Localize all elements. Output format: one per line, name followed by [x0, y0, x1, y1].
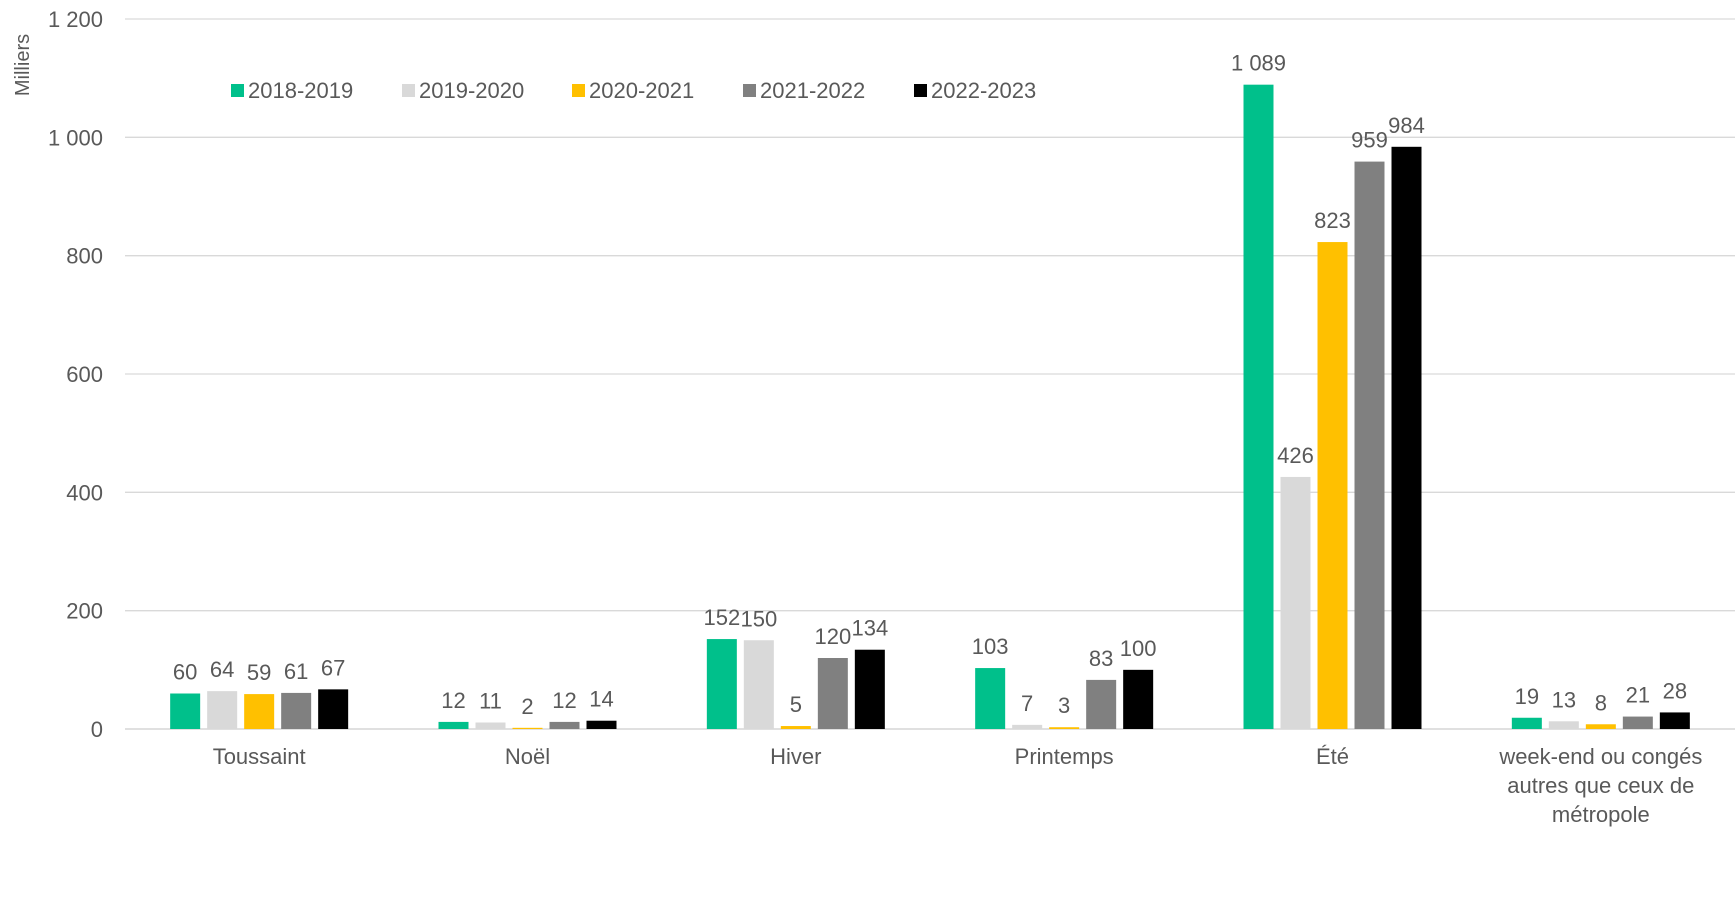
data-label: 83	[1089, 646, 1113, 671]
bar	[780, 726, 811, 729]
x-category-label: métropole	[1552, 802, 1650, 827]
bar	[1391, 146, 1422, 730]
data-label: 28	[1663, 678, 1687, 703]
data-label: 103	[972, 634, 1009, 659]
x-category-label: Hiver	[770, 744, 821, 769]
legend-swatch	[231, 84, 244, 97]
data-label: 2	[521, 694, 533, 719]
data-label: 8	[1595, 690, 1607, 715]
data-label: 61	[284, 659, 308, 684]
bar	[549, 721, 580, 729]
data-label: 7	[1021, 691, 1033, 716]
bar	[706, 639, 737, 729]
bar	[207, 691, 238, 729]
x-category-label: autres que ceux de	[1507, 773, 1694, 798]
data-label: 426	[1277, 443, 1314, 468]
legend-label: 2021-2022	[760, 78, 865, 103]
bar	[1622, 716, 1653, 729]
data-label: 14	[589, 687, 613, 712]
gridlines	[125, 18, 1735, 730]
bar	[244, 694, 275, 729]
data-label: 19	[1515, 684, 1539, 709]
bar	[170, 693, 201, 729]
y-tick-label: 1 200	[48, 7, 103, 32]
y-tick-label: 600	[66, 362, 103, 387]
data-label: 823	[1314, 208, 1351, 233]
y-tick-label: 200	[66, 599, 103, 624]
data-label: 959	[1351, 128, 1388, 153]
y-axis-ticks: 0 200 400 600 800 1 000 1 200	[48, 7, 103, 742]
data-label: 67	[321, 655, 345, 680]
data-label: 59	[247, 660, 271, 685]
data-label: 134	[851, 616, 888, 641]
data-label: 5	[790, 692, 802, 717]
data-label: 11	[479, 688, 502, 713]
legend-label: 2020-2021	[589, 78, 694, 103]
x-category-label: Printemps	[1015, 744, 1114, 769]
bar	[1123, 669, 1154, 729]
x-axis-category-labels: Toussaint Noël Hiver Printemps Été week-end o…	[213, 744, 1703, 827]
data-label: 12	[441, 688, 465, 713]
bar	[1243, 84, 1274, 730]
bar	[1012, 724, 1043, 729]
data-label: 120	[814, 624, 851, 649]
bar	[1511, 717, 1542, 729]
legend: 2018-2019 2019-2020 2020-2021 2021-2022 2022…	[231, 78, 1036, 103]
y-tick-label: 0	[91, 717, 103, 742]
bar	[1317, 242, 1348, 729]
y-axis-title: Milliers	[12, 34, 34, 96]
x-category-label: Toussaint	[213, 744, 306, 769]
legend-label: 2019-2020	[419, 78, 524, 103]
data-label: 152	[703, 605, 740, 630]
bar	[1659, 712, 1690, 729]
bar	[1049, 727, 1080, 729]
data-label: 3	[1058, 693, 1070, 718]
data-label: 100	[1120, 636, 1157, 661]
data-label: 64	[210, 657, 234, 682]
data-labels: 60 12 152 103 1 089 19 64 11 150 7 426 13 59 2 5 3 823 8 6…	[173, 51, 1687, 719]
bar	[1086, 679, 1117, 729]
bar	[318, 689, 349, 729]
bar	[817, 658, 848, 729]
bar	[475, 722, 506, 729]
bar	[438, 721, 469, 729]
data-label: 150	[740, 606, 777, 631]
data-label: 984	[1388, 113, 1425, 138]
legend-label: 2022-2023	[931, 78, 1036, 103]
legend-swatch	[402, 84, 415, 97]
x-category-label: week-end ou congés	[1498, 744, 1702, 769]
legend-swatch	[743, 84, 756, 97]
data-label: 1 089	[1231, 51, 1286, 76]
y-tick-label: 1 000	[48, 125, 103, 150]
data-label: 60	[173, 660, 197, 685]
bar	[1585, 724, 1616, 729]
bar	[975, 668, 1006, 729]
x-category-label: Noël	[505, 744, 550, 769]
bar	[1280, 476, 1311, 729]
bar	[512, 727, 543, 729]
bar	[743, 640, 774, 729]
bars	[170, 84, 1690, 730]
legend-label: 2018-2019	[248, 78, 353, 103]
y-tick-label: 800	[66, 244, 103, 269]
legend-swatch	[572, 84, 585, 97]
x-category-label: Été	[1316, 744, 1349, 769]
bar	[1354, 161, 1385, 729]
data-label: 12	[552, 688, 576, 713]
bar	[854, 649, 885, 729]
bar	[1548, 721, 1579, 729]
bar	[281, 692, 312, 729]
y-tick-label: 400	[66, 480, 103, 505]
legend-swatch	[914, 84, 927, 97]
data-label: 13	[1552, 687, 1576, 712]
data-label: 21	[1626, 683, 1650, 708]
bar	[586, 720, 617, 729]
